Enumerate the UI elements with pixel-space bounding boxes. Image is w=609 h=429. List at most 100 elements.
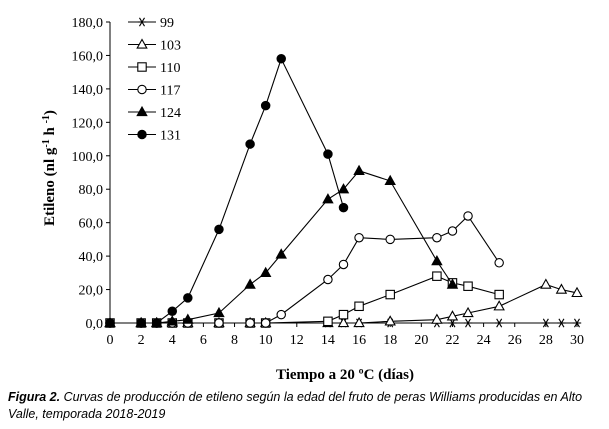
marker-shape: [462, 306, 474, 318]
marker-shape: [323, 274, 333, 285]
marker-shape: [244, 278, 256, 289]
marker-stroke: [496, 318, 503, 328]
legend-label: 124: [160, 106, 181, 121]
marker-shape: [571, 286, 583, 298]
marker-shape: [385, 234, 395, 245]
legend-marker: [137, 17, 147, 27]
legend: 99 103 110 117 124 131: [128, 16, 181, 144]
data-point-103: [337, 316, 350, 328]
marker-shape: [136, 318, 146, 328]
x-tick-label: 20: [414, 333, 428, 348]
legend-marker: [137, 84, 147, 95]
x-tick-label: 4: [169, 333, 176, 348]
data-point-117: [323, 274, 333, 285]
marker-shape: [337, 183, 350, 194]
marker-shape: [353, 164, 365, 175]
marker-stroke: [139, 17, 145, 27]
legend-label: 99: [160, 16, 174, 31]
data-point-131: [214, 224, 224, 235]
marker-shape: [214, 224, 224, 235]
marker-stroke: [465, 318, 472, 328]
y-tick-label: 160,0: [72, 49, 104, 64]
x-tick-label: 26: [508, 333, 522, 348]
data-point-117: [354, 232, 364, 243]
marker-shape: [183, 293, 193, 303]
data-point-131: [260, 100, 271, 111]
data-point-110: [323, 316, 333, 327]
data-point-103: [555, 283, 568, 294]
legend-label: 117: [160, 84, 180, 99]
marker-stroke: [542, 318, 549, 328]
data-point-99: [572, 318, 582, 328]
data-point-124: [384, 174, 396, 186]
marker-shape: [275, 248, 287, 259]
legend-label: 131: [160, 129, 181, 144]
data-point-131: [276, 54, 286, 64]
marker-shape: [493, 300, 505, 311]
marker-shape: [167, 306, 178, 317]
marker-shape: [245, 139, 255, 149]
marker-shape: [337, 316, 350, 328]
data-point-99: [557, 318, 566, 328]
data-point-99: [494, 318, 504, 328]
x-tick-label: 14: [321, 333, 335, 348]
legend-item-131: 131: [128, 129, 181, 144]
marker-shape: [338, 309, 349, 320]
data-point-124: [166, 315, 179, 326]
legend-label: 110: [160, 61, 180, 76]
data-point-103: [384, 315, 396, 326]
data-point-131: [105, 318, 115, 328]
figure-caption: Figura 2. Curvas de producción de etilen…: [8, 389, 598, 423]
data-point-103: [493, 300, 505, 311]
data-point-131: [338, 202, 349, 213]
data-point-110: [432, 271, 442, 281]
marker-shape: [151, 318, 162, 328]
marker-shape: [431, 254, 443, 266]
marker-shape: [354, 301, 364, 312]
marker-shape: [432, 232, 442, 243]
x-tick-label: 10: [259, 333, 273, 348]
legend-item-117: 117: [128, 84, 180, 99]
marker-shape: [137, 129, 147, 140]
x-tick-label: 8: [231, 333, 238, 348]
data-point-103: [571, 286, 583, 298]
caption-text: Curvas de producción de etileno según la…: [8, 390, 583, 421]
legend-marker: [136, 105, 148, 117]
marker-shape: [463, 281, 473, 291]
data-point-103: [431, 313, 443, 324]
series-117: [105, 211, 504, 328]
x-tick-label: 2: [138, 333, 145, 348]
data-point-117: [338, 259, 349, 270]
x-tick-label: 12: [290, 333, 304, 348]
marker-shape: [136, 105, 148, 117]
data-point-124: [259, 266, 272, 277]
marker-shape: [166, 315, 179, 326]
data-point-117: [245, 318, 255, 328]
y-tick-label: 80,0: [79, 183, 104, 198]
y-tick-label: 120,0: [72, 116, 104, 131]
marker-shape: [540, 278, 552, 289]
data-point-124: [353, 164, 365, 175]
series-line-110: [110, 275, 500, 324]
y-tick-label: 180,0: [72, 16, 104, 31]
y-axis-label-part: Etileno (nl g: [42, 147, 58, 226]
y-axis-label-superscript: -1: [41, 139, 52, 147]
x-tick-label: 0: [107, 333, 114, 348]
caption-label: Figura 2.: [8, 390, 61, 404]
data-point-103: [353, 316, 365, 328]
marker-shape: [463, 211, 473, 221]
marker-shape: [213, 306, 225, 318]
y-axis-label-part: h: [42, 123, 58, 139]
marker-shape: [494, 289, 504, 300]
marker-shape: [137, 62, 147, 72]
marker-shape: [384, 174, 396, 186]
y-axis-label-superscript: -1: [41, 115, 52, 123]
data-point-99: [463, 318, 473, 328]
marker-shape: [494, 258, 504, 268]
marker-shape: [276, 309, 286, 320]
y-tick-label: 140,0: [72, 83, 104, 98]
marker-shape: [555, 283, 568, 294]
data-point-110: [463, 281, 473, 291]
marker-shape: [214, 318, 224, 328]
marker-shape: [432, 271, 442, 281]
